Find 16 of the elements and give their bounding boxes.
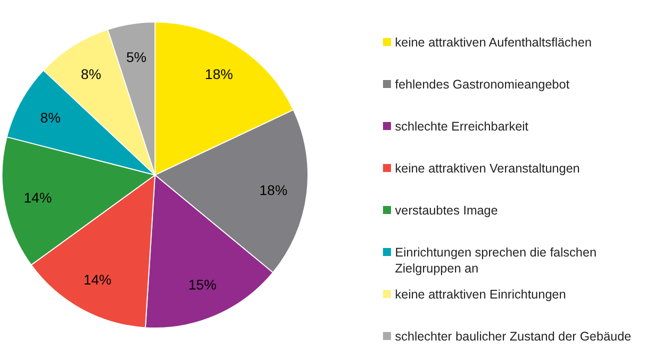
data-label: 8% <box>40 110 61 126</box>
legend-label: schlechter baulicher Zustand der Gebäude <box>395 329 632 344</box>
data-label: 5% <box>126 49 146 66</box>
legend-label: fehlendes Gastronomieangebot <box>395 77 570 92</box>
legend-label: verstaubtes Image <box>395 203 498 218</box>
data-label: 14% <box>24 189 52 206</box>
data-label: 18% <box>204 66 233 82</box>
data-label: 14% <box>83 272 112 288</box>
legend-label: schlechte Erreichbarkeit <box>395 119 529 134</box>
legend-label: keine attraktiven Veranstaltungen <box>395 161 580 176</box>
data-label: 8% <box>80 66 102 82</box>
legend-label: Einrichtungen sprechen die falschen Zielgruppen an <box>395 245 597 276</box>
data-label: 18% <box>259 182 288 198</box>
legend-label: keine attraktiven Einrichtungen <box>395 287 566 302</box>
data-label: 15% <box>188 276 216 293</box>
legend-label: keine attraktiven Aufenthaltsflächen <box>395 35 592 50</box>
